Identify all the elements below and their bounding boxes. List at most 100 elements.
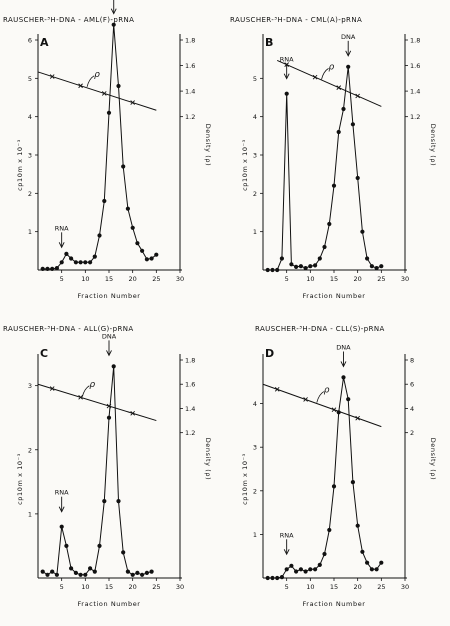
- panel-c: RAUSCHER-³H-DNA - ALL(G)-pRNA C 5 10 15 20 25 3…: [3, 325, 212, 608]
- y-axis-label: cp10m x 10⁻³: [16, 139, 24, 191]
- x-tick-label: 15: [330, 583, 338, 591]
- data-point: [154, 252, 159, 257]
- x-tick-label: 30: [401, 583, 409, 591]
- rho-label: ρ: [94, 70, 100, 80]
- x-tick-label: 10: [81, 275, 89, 283]
- y2-tick-label: 1.2: [185, 113, 195, 121]
- data-point: [69, 256, 74, 261]
- y-tick-label: 3: [28, 382, 32, 390]
- y2-tick-label: 1.6: [185, 381, 195, 389]
- series-line: [267, 377, 382, 579]
- x-axis-label: Fraction Number: [302, 600, 365, 608]
- series-line: [42, 366, 152, 576]
- x-tick-label: 10: [81, 583, 89, 591]
- data-point: [83, 572, 88, 577]
- x-tick-label: 20: [354, 583, 362, 591]
- data-point: [111, 22, 116, 27]
- data-point: [40, 569, 45, 574]
- data-point: [149, 569, 154, 574]
- x-tick-label: 25: [377, 275, 385, 283]
- x-tick-label: 10: [306, 583, 314, 591]
- data-point: [78, 572, 83, 577]
- data-point: [265, 575, 270, 581]
- x-tick-label: 20: [129, 275, 137, 283]
- x-tick-label: 15: [105, 583, 113, 591]
- y2-axis-label: Density (ρ): [429, 438, 437, 481]
- data-point: [106, 110, 112, 115]
- x-axis-label: Fraction Number: [302, 292, 365, 300]
- data-point: [97, 233, 102, 238]
- rna-arrow-head: [283, 549, 290, 556]
- y-tick-label: 3: [253, 152, 257, 160]
- y2-tick-label: 6: [410, 381, 414, 389]
- data-point: [308, 567, 313, 572]
- y-axis-label: cp10m x 10⁻³: [241, 453, 249, 505]
- density-marker: [130, 100, 135, 105]
- density-marker: [331, 407, 337, 412]
- data-point: [327, 527, 332, 533]
- data-point: [144, 570, 149, 576]
- data-point: [73, 260, 78, 265]
- chart-title: RAUSCHER-³H-DNA - CML(A)-pRNA: [230, 16, 362, 24]
- y-tick-label: 4: [28, 113, 32, 121]
- data-point: [355, 523, 360, 528]
- y2-tick-label: 1.2: [410, 113, 420, 121]
- y2-tick-label: 1.8: [410, 37, 420, 45]
- chart-title: RAUSCHER-³H-DNA - ALL(G)-pRNA: [3, 325, 134, 333]
- y-tick-label: 1: [28, 510, 32, 518]
- x-tick-label: 15: [105, 275, 113, 283]
- dna-label: DNA: [102, 332, 117, 340]
- rho-leader: [321, 68, 329, 80]
- data-point: [92, 254, 97, 259]
- data-point: [355, 175, 360, 181]
- data-point: [50, 266, 55, 271]
- rho-label: ρ: [324, 386, 330, 396]
- rna-arrow-head: [58, 242, 65, 249]
- data-point: [64, 251, 69, 256]
- x-tick-label: 15: [330, 275, 338, 283]
- data-point: [69, 566, 74, 571]
- data-point: [270, 267, 275, 273]
- data-point: [294, 264, 299, 269]
- x-tick-label: 30: [176, 275, 184, 283]
- data-point: [336, 129, 341, 135]
- data-point: [88, 260, 93, 265]
- density-marker: [355, 415, 360, 421]
- series-line: [267, 66, 382, 271]
- x-tick-label: 25: [152, 275, 160, 283]
- data-point: [289, 262, 294, 267]
- data-point: [346, 397, 351, 402]
- data-point: [125, 569, 130, 574]
- data-point: [50, 569, 55, 574]
- data-point: [111, 364, 116, 369]
- rna-arrow-head: [283, 73, 290, 80]
- data-point: [144, 257, 149, 262]
- data-point: [279, 256, 284, 261]
- data-point: [106, 415, 112, 420]
- data-point: [369, 264, 374, 269]
- x-tick-label: 30: [176, 583, 184, 591]
- data-point: [270, 575, 275, 581]
- data-point: [121, 164, 126, 169]
- data-point: [59, 524, 64, 529]
- data-point: [102, 198, 107, 204]
- data-point: [284, 91, 289, 96]
- density-marker: [101, 91, 107, 96]
- data-point: [294, 569, 299, 574]
- y-tick-label: 4: [253, 400, 257, 408]
- data-point: [275, 267, 280, 273]
- x-tick-label: 5: [60, 275, 64, 283]
- data-point: [365, 560, 370, 565]
- rna-label: RNA: [55, 224, 69, 232]
- data-point: [102, 499, 107, 504]
- y2-tick-label: 1.4: [185, 88, 195, 96]
- y2-axis-label: Density (ρ): [204, 124, 212, 167]
- x-tick-label: 10: [306, 275, 314, 283]
- data-point: [140, 572, 145, 577]
- density-marker: [312, 74, 318, 80]
- data-point: [64, 543, 69, 549]
- rho-leader: [316, 391, 325, 403]
- density-marker: [49, 74, 55, 79]
